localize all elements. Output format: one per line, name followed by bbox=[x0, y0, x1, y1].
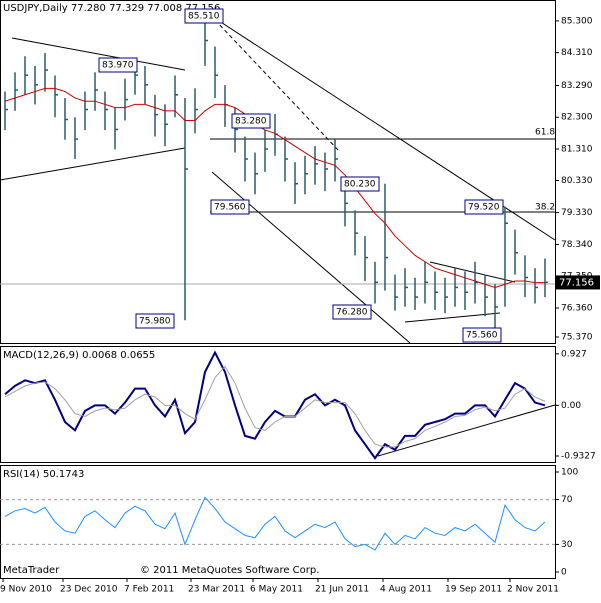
y-tick-label: 79.330 bbox=[561, 208, 593, 218]
x-tick-label: 2 Nov 2011 bbox=[507, 585, 559, 595]
y-tick-label: 30 bbox=[561, 540, 573, 550]
x-tick-label: 23 Dec 2010 bbox=[60, 585, 118, 595]
annotation-box bbox=[210, 199, 250, 215]
y-tick-label: 81.310 bbox=[561, 145, 593, 155]
y-tick-label: 85.300 bbox=[561, 16, 593, 26]
rsi-title: RSI(14) 50.1743 bbox=[3, 469, 84, 480]
footer-left: MetaTrader bbox=[3, 565, 60, 576]
macd-title: MACD(12,26,9) 0.0068 0.0655 bbox=[3, 350, 155, 361]
y-tick-label: 83.290 bbox=[561, 81, 593, 91]
y-tick-label: 76.360 bbox=[561, 303, 593, 313]
annotation-box bbox=[462, 327, 502, 343]
x-tick-label: 23 Mar 2011 bbox=[188, 585, 245, 595]
annotation-box bbox=[135, 313, 175, 329]
annotation: 83.970 bbox=[102, 61, 134, 71]
x-tick-label: 9 Nov 2010 bbox=[0, 585, 52, 595]
series-line bbox=[4, 87, 545, 288]
y-tick-label: 0.00 bbox=[561, 401, 581, 411]
annotation-box bbox=[98, 57, 138, 73]
annotation: 80.230 bbox=[344, 180, 376, 190]
y-tick-label: 80.330 bbox=[561, 176, 593, 186]
price-title: USDJPY,Daily 77.280 77.329 77.008 77.156 bbox=[3, 3, 220, 14]
annotation: 79.560 bbox=[214, 203, 246, 213]
rsi-panel bbox=[0, 465, 556, 579]
annotation: 75.980 bbox=[139, 317, 171, 327]
macd-panel bbox=[0, 346, 556, 463]
y-tick-label: 70 bbox=[561, 495, 573, 505]
x-tick-label: 21 Jun 2011 bbox=[315, 585, 369, 595]
annotation-box bbox=[184, 8, 224, 24]
x-tick-label: 6 May 2011 bbox=[250, 585, 303, 595]
y-tick-label: 75.370 bbox=[561, 333, 593, 343]
x-tick-label: 4 Aug 2011 bbox=[380, 585, 432, 595]
y-tick-label: 0.927 bbox=[561, 349, 587, 359]
current-price-label: 77.156 bbox=[559, 277, 594, 288]
series-line bbox=[4, 350, 546, 460]
annotation: 61.8 bbox=[535, 128, 555, 138]
y-tick-label: -0.9327 bbox=[561, 452, 596, 462]
x-tick-label: 7 Feb 2011 bbox=[124, 585, 174, 595]
y-tick-label: 84.310 bbox=[561, 48, 593, 58]
price-panel bbox=[0, 0, 556, 344]
annotation: 79.520 bbox=[468, 203, 500, 213]
annotation-box bbox=[332, 304, 372, 320]
series-line bbox=[4, 496, 546, 551]
footer-center: © 2011 MetaQuotes Software Corp. bbox=[140, 565, 319, 576]
annotation-box bbox=[340, 176, 380, 192]
y-tick-label: 78.340 bbox=[561, 240, 593, 250]
current-price-box bbox=[556, 275, 600, 290]
annotation: 76.280 bbox=[336, 308, 368, 318]
annotation: 38.2 bbox=[535, 203, 555, 213]
y-tick-label: 0 bbox=[561, 568, 567, 578]
annotation-box bbox=[464, 199, 504, 215]
x-tick-label: 19 Sep 2011 bbox=[445, 585, 502, 595]
y-tick-label: 100 bbox=[561, 468, 578, 478]
annotation: 83.280 bbox=[235, 117, 267, 127]
y-tick-label: 82.300 bbox=[561, 113, 593, 123]
annotation: 85.510 bbox=[188, 12, 220, 22]
annotation: 75.560 bbox=[466, 331, 498, 341]
annotation-box bbox=[231, 113, 271, 129]
series-line bbox=[4, 365, 546, 448]
